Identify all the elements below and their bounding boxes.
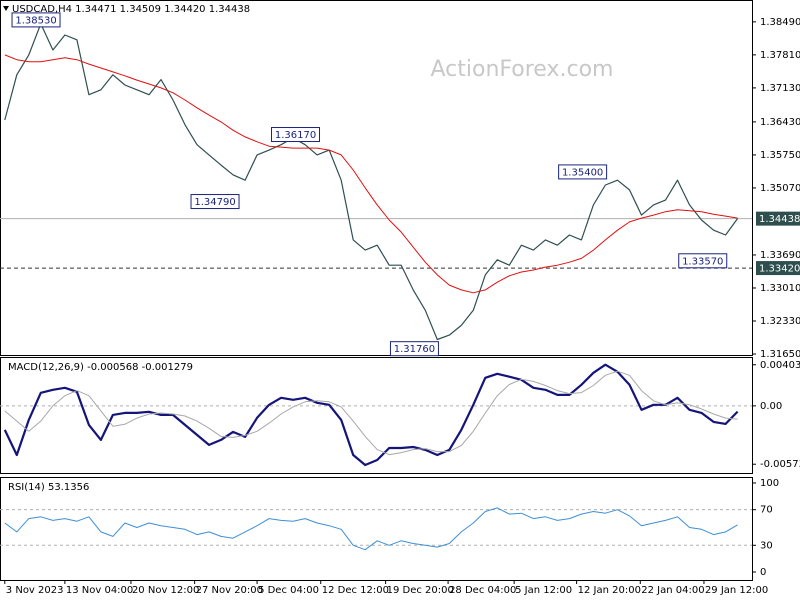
x-tick-label: 27 Nov 20:00 <box>196 585 263 596</box>
y-tick-label: 70 <box>760 505 773 516</box>
series-line <box>3 363 739 467</box>
x-tick-label: 19 Dec 20:00 <box>387 585 454 596</box>
x-tick-label: 5 Dec 04:00 <box>258 585 319 596</box>
annotation-label: 1.35400 <box>562 167 603 178</box>
x-tick-label: 20 Nov 12:00 <box>132 585 199 596</box>
annotation-box <box>190 194 240 210</box>
y-tick-label: 1.33010 <box>760 283 800 294</box>
y-tick-label: 0 <box>760 567 766 578</box>
rsi-panel <box>0 477 753 581</box>
y-tick-label: 1.36430 <box>760 117 800 128</box>
x-tick-label: 3 Nov 2023 <box>6 585 64 596</box>
y-tick-label: 1.35070 <box>760 183 800 194</box>
annotation-label: 1.34790 <box>194 197 235 208</box>
series-line <box>4 507 738 551</box>
annotation-box <box>271 127 321 143</box>
menu-icon <box>3 6 9 11</box>
y-tick-label: 0.004038 <box>760 360 800 371</box>
y-tick-label: 0.00 <box>760 401 782 412</box>
y-tick-label: 1.33690 <box>760 250 800 261</box>
y-tick-label: -0.005737 <box>760 459 800 470</box>
price-line-box <box>756 261 800 276</box>
series-line <box>4 54 738 294</box>
x-tick-label: 29 Jan 12:00 <box>705 585 768 596</box>
watermark: ActionForex.com <box>431 57 614 82</box>
annotation-label: 1.36170 <box>275 130 316 141</box>
x-tick-label: 13 Nov 04:00 <box>66 585 133 596</box>
annotation-label: 1.31760 <box>394 344 435 355</box>
price-line-label: 1.34438 <box>759 214 800 225</box>
annotation-label: 1.33570 <box>682 256 723 267</box>
price-line-box <box>756 211 800 226</box>
x-tick-label: 22 Jan 04:00 <box>641 585 704 596</box>
annotation-box <box>678 253 728 269</box>
annotation-box <box>558 164 608 180</box>
panel-title: RSI(14) 53.1356 <box>8 482 89 493</box>
series-line <box>4 370 738 456</box>
x-tick-label: 5 Jan 12:00 <box>515 585 572 596</box>
annotation-box <box>11 12 61 28</box>
y-tick-label: 1.37130 <box>760 83 800 94</box>
y-tick-label: 1.38490 <box>760 17 800 28</box>
annotation-box <box>389 341 439 357</box>
annotation-label: 1.38530 <box>15 15 56 26</box>
y-tick-label: 1.37810 <box>760 50 800 61</box>
panel-title: MACD(12,26,9) -0.000568 -0.001279 <box>8 362 193 373</box>
y-tick-label: 30 <box>760 540 773 551</box>
x-tick-label: 12 Jan 20:00 <box>578 585 641 596</box>
x-tick-label: 28 Dec 04:00 <box>449 585 516 596</box>
header: USDCAD,H4 1.34471 1.34509 1.34420 1.3443… <box>12 4 250 15</box>
x-tick-label: 12 Dec 12:00 <box>322 585 389 596</box>
price-panel <box>0 0 753 356</box>
y-tick-label: 1.35750 <box>760 150 800 161</box>
macd-panel <box>0 357 753 474</box>
series-line <box>4 23 739 341</box>
price-line-label: 1.33420 <box>759 264 800 275</box>
y-tick-label: 100 <box>760 478 779 489</box>
y-tick-label: 1.32330 <box>760 316 800 327</box>
y-tick-label: 1.31650 <box>760 349 800 360</box>
